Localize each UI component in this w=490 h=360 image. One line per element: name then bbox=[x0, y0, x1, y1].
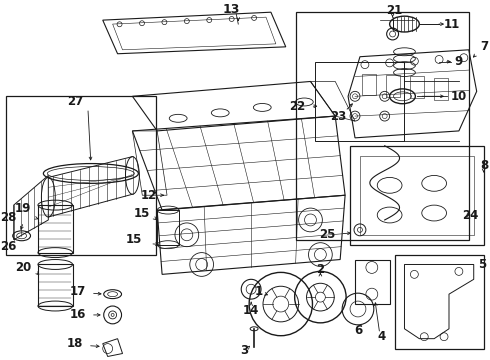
Bar bbox=[316, 62, 404, 141]
Text: 6: 6 bbox=[354, 324, 362, 337]
Text: 22: 22 bbox=[289, 100, 306, 113]
Text: 26: 26 bbox=[0, 240, 17, 253]
Text: 19: 19 bbox=[15, 202, 31, 215]
Text: 21: 21 bbox=[387, 4, 403, 17]
Text: 15: 15 bbox=[134, 207, 150, 220]
Text: 24: 24 bbox=[462, 208, 479, 221]
Text: 8: 8 bbox=[480, 159, 489, 172]
Text: 12: 12 bbox=[141, 189, 157, 202]
Text: 11: 11 bbox=[444, 18, 460, 31]
Text: 17: 17 bbox=[70, 285, 86, 298]
Text: 4: 4 bbox=[378, 330, 386, 343]
Bar bbox=[38, 265, 73, 306]
Text: 27: 27 bbox=[67, 95, 83, 108]
Text: 3: 3 bbox=[240, 344, 248, 357]
Text: 28: 28 bbox=[0, 211, 17, 225]
Text: 9: 9 bbox=[454, 55, 462, 68]
Text: 2: 2 bbox=[317, 263, 324, 276]
Bar bbox=[350, 146, 484, 245]
Text: 16: 16 bbox=[70, 309, 86, 321]
Bar bbox=[362, 73, 376, 95]
Bar bbox=[434, 78, 448, 100]
Bar bbox=[295, 12, 469, 240]
Text: 1: 1 bbox=[255, 285, 263, 298]
Bar bbox=[355, 260, 390, 304]
Bar bbox=[6, 96, 156, 255]
Bar bbox=[410, 76, 424, 98]
Bar bbox=[157, 210, 179, 245]
Text: 15: 15 bbox=[126, 233, 142, 246]
Bar bbox=[38, 205, 73, 253]
Text: 20: 20 bbox=[15, 261, 31, 274]
Bar bbox=[386, 75, 400, 97]
Text: 18: 18 bbox=[67, 337, 83, 350]
Text: 23: 23 bbox=[330, 109, 346, 123]
Text: 5: 5 bbox=[478, 258, 487, 271]
Text: 25: 25 bbox=[319, 228, 335, 241]
Text: 14: 14 bbox=[243, 305, 259, 318]
Bar bbox=[394, 255, 484, 348]
Text: 13: 13 bbox=[222, 3, 240, 16]
Text: 10: 10 bbox=[451, 90, 467, 103]
Text: 7: 7 bbox=[481, 40, 489, 53]
